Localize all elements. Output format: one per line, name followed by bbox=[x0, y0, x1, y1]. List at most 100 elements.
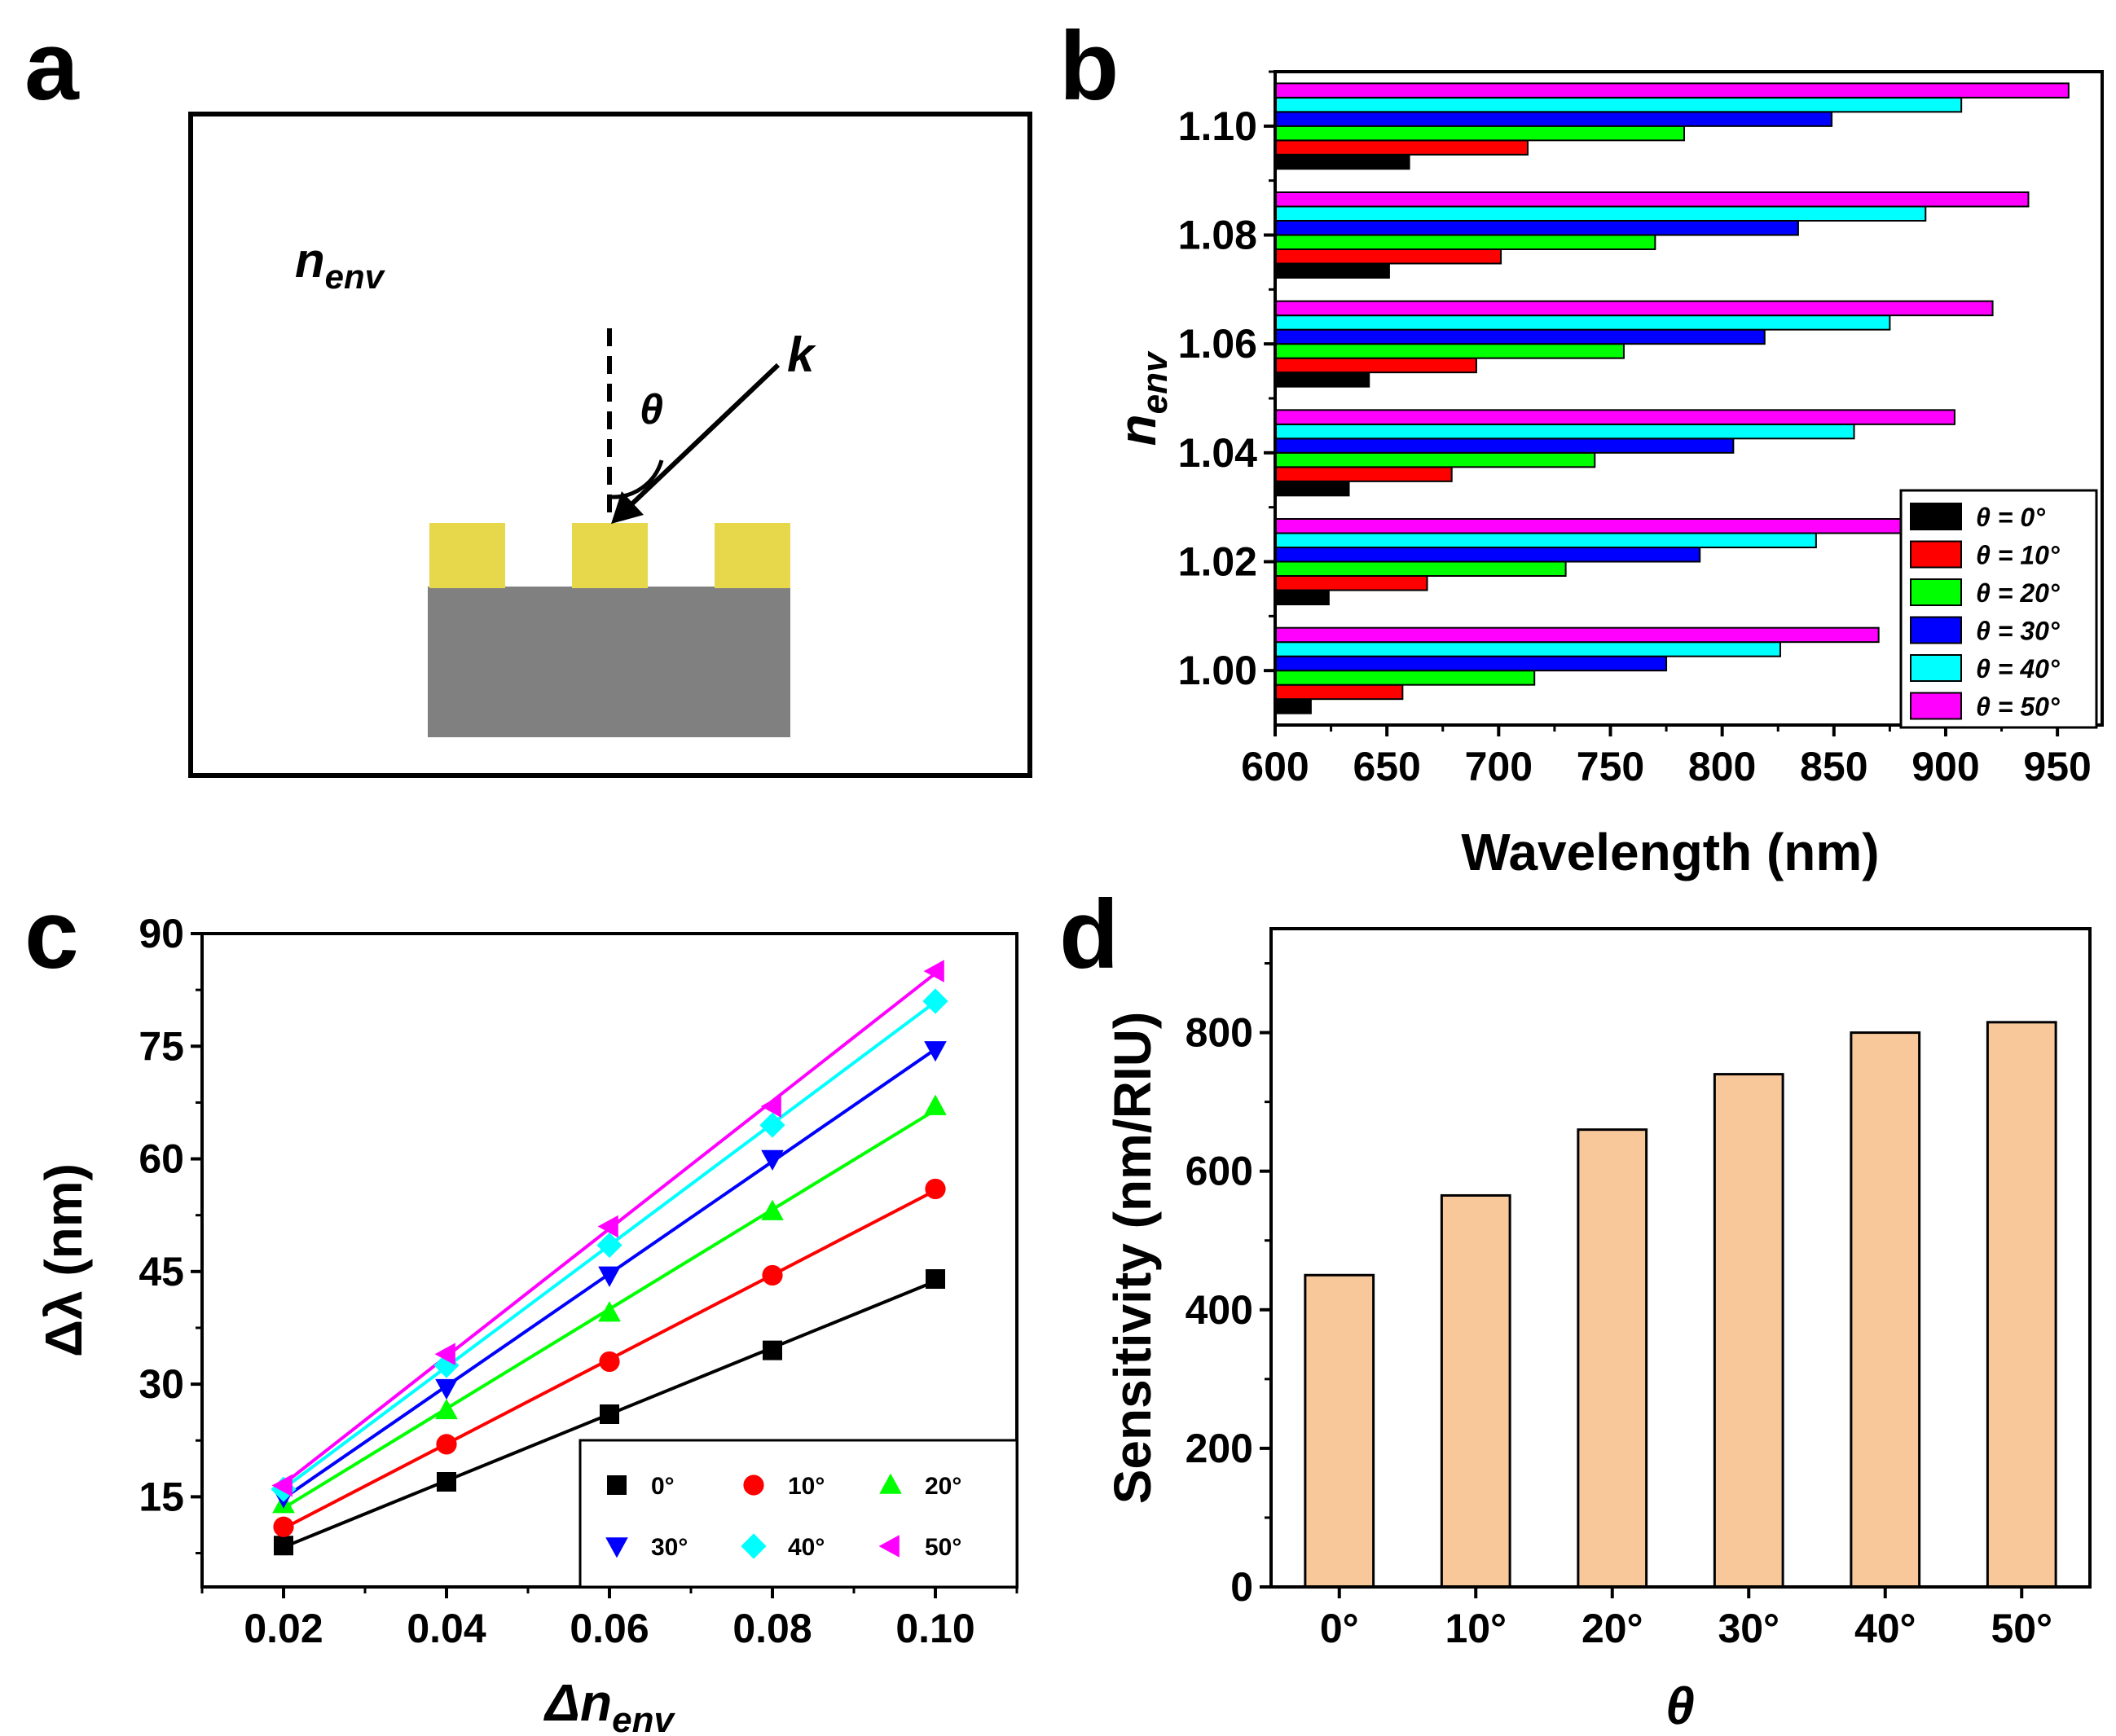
legend-label-5: θ = 50° bbox=[1976, 692, 2060, 722]
wavevector-label: k bbox=[787, 327, 816, 382]
point-40°-2 bbox=[596, 1232, 622, 1259]
y-tick-label: 400 bbox=[1186, 1287, 1253, 1333]
legend-label-4: θ = 40° bbox=[1976, 654, 2060, 683]
y-tick-label: 200 bbox=[1186, 1426, 1253, 1471]
bar-b-1.04-4 bbox=[1274, 423, 1855, 440]
x-tick-label: 40° bbox=[1854, 1606, 1916, 1651]
bar-d-3 bbox=[1713, 1073, 1784, 1589]
angle-label: θ bbox=[640, 386, 663, 433]
legend-label-1: 10° bbox=[788, 1473, 825, 1500]
panel-d-label: d bbox=[1059, 880, 1119, 989]
x-tick-label: 0.02 bbox=[244, 1606, 323, 1651]
bar-b-1.06-1 bbox=[1274, 357, 1477, 374]
y-tick-label: 1.04 bbox=[1178, 430, 1258, 476]
bar-b-1.08-5 bbox=[1274, 191, 2030, 208]
point-0°-3 bbox=[763, 1340, 782, 1360]
bar-b-1.06-5 bbox=[1274, 300, 1994, 317]
point-40°-3 bbox=[759, 1112, 785, 1138]
y-tick-label: 1.10 bbox=[1178, 103, 1257, 149]
point-10°-0 bbox=[273, 1516, 294, 1537]
x-tick-label: 0.06 bbox=[570, 1606, 649, 1651]
x-tick-label: 900 bbox=[1911, 744, 1979, 789]
medium-label-sub: env bbox=[325, 257, 386, 296]
legend-swatch-1 bbox=[1910, 540, 1962, 569]
bar-b-1.10-3 bbox=[1274, 111, 1833, 127]
panel-a-label: a bbox=[24, 11, 80, 121]
panel-d-axes: 0° 10° 20° 30° 40° 50° 0 200 400 600 800 bbox=[1186, 962, 2052, 1651]
point-20°-1 bbox=[435, 1398, 458, 1420]
point-10°-2 bbox=[599, 1351, 620, 1373]
bar-b-1.10-2 bbox=[1274, 125, 1686, 142]
panel-b-bars bbox=[1274, 82, 2070, 714]
point-10°-4 bbox=[925, 1178, 946, 1200]
bar-b-1.10-4 bbox=[1274, 96, 1963, 113]
metal-grating-bar-2 bbox=[572, 523, 648, 588]
bar-b-1.04-2 bbox=[1274, 451, 1596, 468]
substrate bbox=[428, 587, 790, 737]
bar-b-1.02-0 bbox=[1274, 589, 1330, 605]
y-tick-label: 1.06 bbox=[1178, 321, 1257, 367]
panel-c-legend: 0° 10° 20° 30° 40° 50° bbox=[578, 1439, 1018, 1589]
point-20°-4 bbox=[924, 1094, 947, 1115]
legend-label-2: 20° bbox=[925, 1473, 961, 1500]
legend-swatch-0 bbox=[1910, 503, 1962, 530]
legend-label-5: 50° bbox=[925, 1534, 961, 1561]
bar-b-1.10-5 bbox=[1274, 82, 2070, 99]
panel-c-x-axis-label: Δnenv bbox=[543, 1673, 675, 1736]
bar-b-1.02-5 bbox=[1274, 518, 1916, 534]
bar-b-1.02-2 bbox=[1274, 560, 1567, 577]
x-tick-label: 0.10 bbox=[895, 1606, 974, 1651]
point-40°-4 bbox=[922, 988, 948, 1014]
bar-b-1.08-2 bbox=[1274, 234, 1656, 250]
panel-d-bars bbox=[1304, 1021, 2057, 1589]
x-tick-label: 30° bbox=[1718, 1606, 1779, 1651]
y-tick-label: 15 bbox=[139, 1474, 184, 1519]
panel-b-y-axis-label-main: n bbox=[1108, 414, 1167, 446]
legend-marker-0 bbox=[607, 1475, 627, 1495]
panel-d-plot-frame bbox=[1269, 927, 2092, 1589]
panel-c-axes: 0.02 0.04 0.06 0.08 0.10 15 30 45 60 75 90 bbox=[139, 911, 1018, 1651]
x-tick-label: 0° bbox=[1320, 1606, 1359, 1651]
bar-d-0 bbox=[1304, 1273, 1375, 1589]
legend-label-3: θ = 30° bbox=[1976, 617, 2060, 646]
point-10°-3 bbox=[762, 1264, 783, 1286]
panel-d-y-axis-label: Sensitivity (nm/RIU) bbox=[1103, 1012, 1162, 1505]
y-tick-label: 75 bbox=[139, 1023, 184, 1069]
legend-label-1: θ = 10° bbox=[1976, 541, 2060, 570]
panel-a: a nenv θ k bbox=[24, 11, 1032, 778]
y-tick-label: 30 bbox=[139, 1361, 184, 1407]
point-30°-2 bbox=[598, 1266, 621, 1287]
metal-grating-bar-1 bbox=[429, 523, 505, 588]
panel-b-axes: 600 650 700 750 800 850 900 950 1.00 1.02 1.04 1.06… bbox=[1178, 70, 2092, 789]
legend-swatch-4 bbox=[1910, 654, 1962, 682]
panel-b-legend: θ = 0° θ = 10° θ = 20° θ = 30° θ = 40° θ = 50… bbox=[1899, 489, 2098, 729]
x-tick-label: 850 bbox=[1800, 744, 1867, 789]
point-20°-2 bbox=[598, 1301, 621, 1322]
panel-c-label: c bbox=[24, 880, 79, 989]
point-50°-4 bbox=[923, 960, 944, 982]
legend-swatch-2 bbox=[1910, 578, 1962, 606]
x-tick-label: 950 bbox=[2023, 744, 2091, 789]
y-tick-label: 1.02 bbox=[1178, 539, 1257, 585]
legend-marker-3 bbox=[605, 1537, 628, 1558]
y-tick-label: 1.08 bbox=[1178, 213, 1257, 258]
point-10°-1 bbox=[436, 1434, 457, 1455]
y-tick-label: 0 bbox=[1230, 1564, 1253, 1610]
point-0°-0 bbox=[274, 1536, 293, 1556]
x-tick-label: 50° bbox=[1991, 1606, 2052, 1651]
bar-b-1.00-4 bbox=[1274, 641, 1781, 657]
y-tick-label: 1.00 bbox=[1178, 648, 1257, 693]
bar-b-1.04-0 bbox=[1274, 480, 1350, 497]
incident-wave-arrowhead bbox=[611, 491, 644, 524]
incident-wave-arrow bbox=[627, 363, 781, 509]
x-tick-label: 0.08 bbox=[732, 1606, 812, 1651]
y-tick-label: 90 bbox=[139, 911, 184, 956]
bar-b-1.02-1 bbox=[1274, 575, 1428, 591]
y-tick-label: 600 bbox=[1186, 1149, 1253, 1194]
bar-b-1.10-0 bbox=[1274, 153, 1410, 170]
bar-b-1.00-5 bbox=[1274, 626, 1880, 644]
y-tick-label: 45 bbox=[139, 1249, 184, 1294]
panel-c-points bbox=[271, 960, 948, 1556]
legend-label-2: θ = 20° bbox=[1976, 578, 2060, 608]
point-0°-4 bbox=[926, 1269, 945, 1290]
